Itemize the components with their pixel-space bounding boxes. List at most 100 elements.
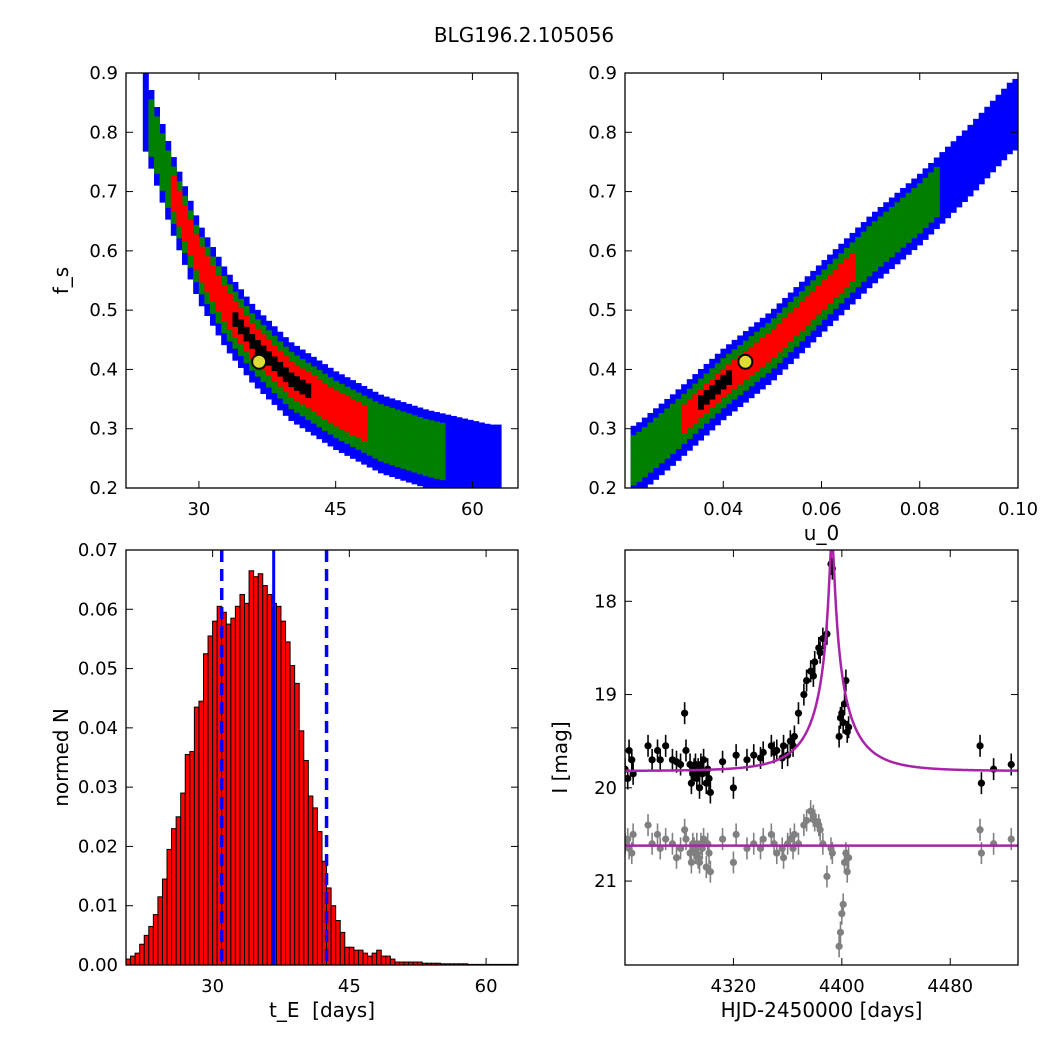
density-cell-outer	[821, 260, 828, 268]
density-cell-middle	[860, 245, 867, 254]
density-cell-middle	[653, 424, 660, 433]
density-cell-middle	[417, 438, 424, 446]
density-cell-middle	[260, 324, 267, 333]
density-cell-middle	[383, 420, 390, 428]
density-cell-outer	[821, 316, 828, 325]
density-cell-middle	[282, 346, 289, 355]
density-cell-outer	[478, 422, 485, 430]
data-point	[779, 742, 788, 750]
density-cell-inner	[754, 342, 761, 350]
density-cell-middle	[215, 266, 222, 274]
data-point	[732, 830, 740, 839]
density-cell-middle	[434, 428, 440, 437]
density-cell-outer	[450, 423, 457, 431]
density-cell-core	[238, 319, 244, 328]
data-point	[845, 723, 853, 731]
density-cell-middle	[316, 419, 323, 428]
density-cell-outer	[984, 142, 991, 150]
data-point	[700, 756, 708, 764]
density-cell-outer	[378, 458, 384, 467]
density-cell-middle	[277, 391, 284, 399]
density-cell-middle	[922, 199, 929, 207]
density-cell-outer	[967, 124, 974, 133]
density-cell-inner	[333, 390, 340, 398]
density-cell-middle	[243, 348, 250, 357]
density-cell-middle	[417, 424, 424, 432]
data-point	[835, 942, 843, 950]
density-cell-inner	[692, 401, 699, 409]
density-cell-outer	[810, 334, 817, 343]
density-cell-inner	[215, 282, 222, 291]
density-cell-middle	[877, 237, 884, 246]
density-cell-middle	[664, 429, 671, 438]
density-cell-outer	[692, 438, 699, 446]
density-cell-middle	[434, 464, 440, 472]
density-cell-outer	[995, 158, 1002, 167]
density-cell-outer	[193, 286, 200, 295]
density-cell-outer	[484, 480, 491, 488]
density-cell-outer	[787, 349, 794, 357]
density-cell-middle	[338, 383, 345, 392]
density-cell-outer	[148, 161, 155, 169]
density-cell-middle	[243, 306, 250, 314]
density-cell-inner	[282, 384, 289, 393]
density-cell-middle	[411, 422, 418, 430]
density-cell-inner	[827, 288, 834, 297]
density-cell-outer	[984, 106, 991, 115]
density-cell-inner	[198, 253, 205, 262]
density-cell-inner	[810, 298, 817, 306]
density-cell-inner	[299, 368, 306, 377]
y-axis-label: normed N	[49, 708, 73, 807]
density-cell-outer	[984, 163, 991, 172]
density-cell-outer	[939, 187, 946, 196]
density-cell-middle	[877, 230, 884, 239]
density-cell-outer	[776, 367, 783, 375]
density-cell-core	[254, 347, 261, 355]
density-cell-core	[288, 379, 295, 388]
density-cell-outer	[243, 296, 250, 305]
density-cell-outer	[473, 428, 480, 436]
density-cell-middle	[905, 214, 912, 222]
density-cell-middle	[922, 213, 929, 221]
density-cell-outer	[204, 301, 211, 309]
density-cell-outer	[456, 445, 463, 454]
density-cell-outer	[142, 137, 149, 145]
density-cell-inner	[182, 212, 188, 220]
histogram-bar	[234, 605, 241, 966]
density-cell-middle	[770, 318, 777, 326]
density-cell-middle	[439, 465, 446, 474]
density-cell-middle	[928, 193, 935, 202]
density-cell-outer	[916, 173, 923, 182]
density-cell-outer	[945, 189, 952, 197]
density-cell-inner	[350, 413, 356, 421]
histogram-bar	[289, 665, 296, 966]
density-cell-outer	[742, 387, 749, 396]
density-cell-middle	[793, 296, 800, 305]
density-cell-middle	[894, 237, 901, 246]
density-cell-outer	[961, 180, 968, 188]
density-cell-core	[294, 376, 300, 384]
density-cell-outer	[933, 214, 940, 222]
density-cell-outer	[142, 144, 149, 152]
density-cell-outer	[950, 155, 957, 164]
density-cell-middle	[417, 431, 424, 439]
density-cell-outer	[226, 345, 233, 354]
density-cell-inner	[810, 291, 817, 299]
density-cell-outer	[984, 121, 991, 129]
density-cell-middle	[916, 190, 923, 198]
density-cell-middle	[422, 461, 429, 470]
density-cell-outer	[860, 222, 867, 230]
density-cell-middle	[350, 389, 356, 398]
density-cell-inner	[226, 322, 233, 330]
density-cell-middle	[226, 284, 233, 292]
density-cell-outer	[462, 432, 468, 441]
density-cell-middle	[855, 236, 862, 245]
density-cell-inner	[327, 386, 334, 395]
density-cell-outer	[468, 491, 474, 499]
density-cell-middle	[849, 242, 856, 250]
density-cell-outer	[450, 465, 457, 474]
density-cell-outer	[995, 130, 1002, 138]
panel-tE-vs-fs: 30 45 600.20.30.40.50.60.70.80.9f_s	[49, 63, 519, 520]
density-cell-middle	[400, 411, 407, 420]
density-cell-outer	[647, 469, 654, 478]
